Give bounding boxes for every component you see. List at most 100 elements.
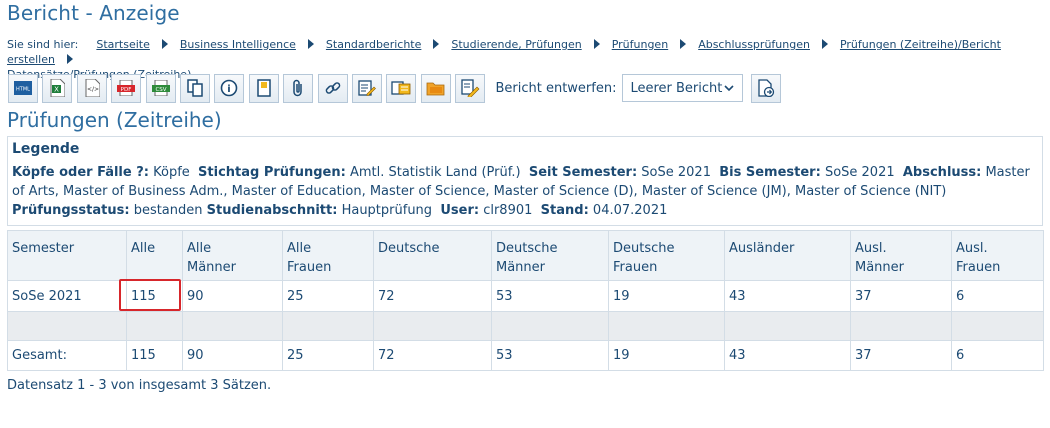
section-title: Prüfungen (Zeitreihe) <box>7 108 222 132</box>
design-report-select[interactable]: Leerer Bericht <box>622 74 744 102</box>
info-button[interactable]: i <box>214 73 245 103</box>
table-cell: 115 <box>126 340 183 371</box>
results-table: Semester Alle Alle Männer Alle Frauen Deut… <box>7 230 1044 371</box>
table-cell: Gesamt: <box>7 340 127 371</box>
table-cell: SoSe 2021 <box>7 280 127 312</box>
table-cell: 6 <box>951 280 1044 312</box>
legend-key: Seit Semester: <box>528 165 638 180</box>
xml-export-button[interactable]: </> <box>76 73 107 103</box>
chevron-right-icon <box>433 39 440 49</box>
edit-note-button[interactable] <box>351 73 382 103</box>
table-cell: 90 <box>182 340 283 371</box>
info-icon: i <box>221 79 238 97</box>
column-header-deutsche-frauen[interactable]: Deutsche Frauen <box>608 230 725 281</box>
column-header-semester[interactable]: Semester <box>7 230 127 281</box>
chevron-right-icon <box>593 39 600 49</box>
table-cell: 25 <box>282 340 374 371</box>
table-cell <box>373 311 492 341</box>
legend-heading: Legende <box>12 141 80 157</box>
legend-value: Master of Arts, Master of Business Adm.,… <box>12 165 1030 199</box>
chevron-right-icon <box>680 39 687 49</box>
legend-key: Köpfe oder Fälle ?: <box>12 165 149 180</box>
breadcrumb-item-abschlusspruefungen[interactable]: Abschlussprüfungen <box>698 38 810 51</box>
notepad-icon <box>256 79 271 97</box>
notepad-button[interactable] <box>248 73 279 103</box>
breadcrumb-item-studierende-pruefungen[interactable]: Studierende, Prüfungen <box>451 38 582 51</box>
table-cell: 90 <box>182 280 283 312</box>
csv-export-button[interactable]: CSV <box>145 73 176 103</box>
table-cell: 37 <box>850 280 952 312</box>
legend-value: Amtl. Statistik Land (Prüf.) <box>349 165 521 180</box>
html-export-icon: HTML <box>14 81 32 95</box>
link-button[interactable] <box>317 73 348 103</box>
table-cell: 19 <box>608 340 725 371</box>
table-cell: 43 <box>724 280 851 312</box>
breadcrumb-item-pruefungen[interactable]: Prüfungen <box>611 38 669 51</box>
legend-value: Köpfe <box>153 165 190 180</box>
legend-value: clr8901 <box>483 203 533 218</box>
column-header-deutsche-maenner[interactable]: Deutsche Männer <box>491 230 609 281</box>
design-report-go-button[interactable] <box>751 73 782 103</box>
table-row-total: Gesamt: 115 90 25 72 53 19 43 37 6 <box>7 340 1044 371</box>
folder-icon <box>426 82 445 96</box>
html-export-button[interactable]: HTML <box>8 73 38 103</box>
legend-key: User: <box>440 203 480 218</box>
new-report-icon <box>758 79 775 97</box>
table-cell <box>724 311 851 341</box>
svg-text:CSV: CSV <box>155 87 166 93</box>
table-cell <box>126 311 183 341</box>
column-header-ausl-frauen[interactable]: Ausl. Frauen <box>951 230 1044 281</box>
cards-button[interactable] <box>386 73 417 103</box>
breadcrumb-item-bericht-erstellen[interactable]: Prüfungen (Zeitreihe)/Bericht erstellen <box>7 38 1001 66</box>
attachment-button[interactable] <box>283 73 314 103</box>
xml-export-icon: </> <box>85 79 100 97</box>
column-header-alle-maenner[interactable]: Alle Männer <box>182 230 283 281</box>
table-cell: 37 <box>850 340 952 371</box>
svg-text:</>: </> <box>87 86 99 93</box>
folder-button[interactable] <box>420 73 451 103</box>
cards-icon <box>391 81 411 95</box>
toolbar: HTML X </> PDF CSV i Bericht entwerfen: … <box>8 73 782 103</box>
csv-export-icon: CSV <box>151 80 170 96</box>
legend-value: SoSe 2021 <box>641 165 711 180</box>
chevron-right-icon <box>66 54 73 64</box>
column-header-auslaender[interactable]: Ausländer <box>724 230 851 281</box>
table-header-row: Semester Alle Alle Männer Alle Frauen Deut… <box>7 230 1044 281</box>
legend-box: Legende Köpfe oder Fälle ?: Köpfe Sticht… <box>7 136 1043 226</box>
svg-text:i: i <box>228 84 231 95</box>
legend-key: Stand: <box>540 203 589 218</box>
folder-edit-icon <box>461 79 480 97</box>
column-header-alle[interactable]: Alle <box>126 230 183 281</box>
design-report-label: Bericht entwerfen: <box>495 80 617 96</box>
breadcrumb-item-startseite[interactable]: Startseite <box>96 38 150 51</box>
excel-export-button[interactable]: X <box>42 73 73 103</box>
chevron-down-icon <box>724 85 735 92</box>
pdf-export-button[interactable]: PDF <box>111 73 142 103</box>
breadcrumb-item-standardberichte[interactable]: Standardberichte <box>325 38 422 51</box>
page-title: Bericht - Anzeige <box>7 1 180 25</box>
chevron-right-icon <box>161 39 168 49</box>
table-cell <box>282 311 374 341</box>
legend-value: 04.07.2021 <box>592 203 668 218</box>
breadcrumb-item-business-intelligence[interactable]: Business Intelligence <box>179 38 296 51</box>
column-header-ausl-maenner[interactable]: Ausl. Männer <box>850 230 952 281</box>
copy-icon <box>187 79 203 97</box>
table-cell <box>491 311 609 341</box>
table-cell-highlighted[interactable]: 115 <box>126 280 183 312</box>
table-cell <box>182 311 283 341</box>
legend-value: bestanden <box>133 203 203 218</box>
legend-key: Prüfungsstatus: <box>12 203 130 218</box>
folder-edit-button[interactable] <box>455 73 486 103</box>
legend-value: SoSe 2021 <box>824 165 895 180</box>
table-cell <box>951 311 1044 341</box>
record-count-note: Datensatz 1 - 3 von insgesamt 3 Sätzen. <box>7 378 272 393</box>
column-header-alle-frauen[interactable]: Alle Frauen <box>282 230 374 281</box>
legend-value: Hauptprüfung <box>341 203 433 218</box>
copy-button[interactable] <box>179 73 210 103</box>
pdf-export-icon: PDF <box>117 80 136 96</box>
link-icon <box>325 82 340 94</box>
table-row-empty <box>7 311 1044 341</box>
table-cell <box>608 311 725 341</box>
column-header-deutsche[interactable]: Deutsche <box>373 230 492 281</box>
table-row: SoSe 2021 115 90 25 72 53 19 43 37 6 <box>7 280 1044 312</box>
